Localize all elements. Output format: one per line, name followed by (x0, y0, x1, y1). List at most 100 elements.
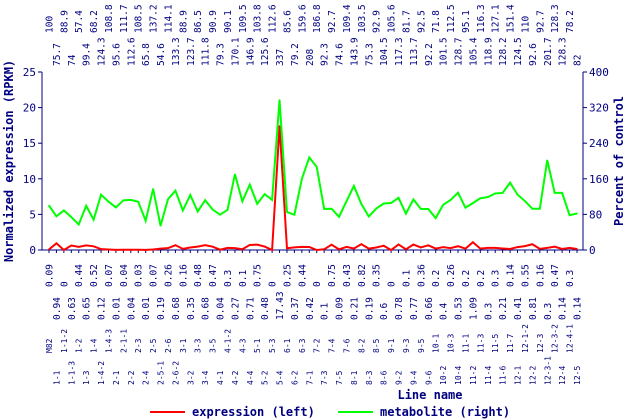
x-tick-label: 12-1-2 (521, 324, 530, 353)
metabolite-data-label: 137.2 (149, 4, 160, 33)
metabolite-point (122, 199, 125, 202)
y-axis-left-title: Normalized expression (RPKM) (2, 60, 16, 262)
metabolite-data-label: 111.7 (119, 4, 130, 33)
x-tick-label: 9-1 (387, 338, 396, 353)
x-tick-label: 3-2 (186, 370, 195, 385)
x-tick-label: 11-2 (469, 366, 478, 385)
metabolite-data-label: 123.7 (186, 37, 197, 66)
metabolite-data-label: 109.4 (342, 4, 353, 33)
expression-point (130, 248, 132, 251)
expression-data-label: 0.16 (535, 264, 546, 287)
x-tick-label: 12-3-2 (551, 324, 560, 353)
expression-data-label: 0.71 (245, 297, 256, 320)
expression-point (539, 248, 541, 250)
metabolite-point (167, 198, 169, 201)
x-tick-label: 5-3 (268, 338, 277, 353)
metabolite-point (226, 209, 229, 211)
x-tick-label: 11-7 (506, 334, 515, 353)
expression-data-label: 0.21 (349, 297, 360, 320)
expression-point (137, 248, 140, 251)
metabolite-point (63, 209, 65, 212)
metabolite-data-label: 92.7 (327, 10, 338, 33)
expression-point (107, 248, 110, 251)
metabolite-point (144, 219, 147, 222)
metabolite-point (390, 202, 392, 204)
expression-point (293, 246, 296, 249)
expression-point (196, 245, 199, 248)
x-tick-label: 1-4-3 (104, 329, 113, 353)
metabolite-data-label: 117.3 (394, 37, 405, 66)
expression-data-label: 0.1 (238, 270, 249, 287)
metabolite-data-label: 127.1 (491, 4, 502, 33)
metabolite-point (427, 208, 430, 210)
metabolite-data-label: 201.7 (543, 37, 554, 66)
x-tick-label: 6-1 (283, 338, 292, 353)
expression-data-label: 0.75 (253, 264, 264, 287)
metabolite-point (92, 218, 95, 221)
x-tick-label: 9-3 (402, 338, 411, 353)
x-tick-label: 10-3 (447, 334, 456, 353)
metabolite-point (85, 204, 87, 207)
metabolite-point (189, 194, 192, 196)
metabolite-data-label: 124.5 (513, 37, 524, 66)
metabolite-point (308, 156, 311, 159)
x-tick-label: 2-2 (127, 370, 136, 385)
expression-data-label: 0.19 (364, 297, 375, 320)
metabolite-data-label: 114.1 (163, 4, 174, 33)
expression-data-label: 0.3 (543, 303, 554, 320)
expression-data-label: 0.26 (163, 264, 174, 287)
expression-point (263, 245, 266, 248)
metabolite-data-label: 103.8 (253, 4, 264, 33)
x-tick-label: 2-5 (149, 338, 158, 353)
expression-data-label: 0 (268, 281, 279, 287)
x-tick-label: 10-2 (439, 366, 448, 385)
metabolite-point (464, 206, 467, 209)
expression-point (85, 244, 87, 247)
expression-data-label: 0 (312, 281, 323, 287)
expression-point (442, 246, 444, 248)
metabolite-data-label: 104.5 (379, 37, 390, 66)
metabolite-point (248, 183, 251, 186)
metabolite-data-label: 71.8 (431, 10, 442, 33)
metabolite-point (553, 192, 556, 194)
expression-data-label: 0.01 (111, 297, 122, 320)
expression-point (464, 247, 467, 250)
x-tick-label: 3-5 (209, 338, 218, 353)
x-tick-label: 10-4 (454, 366, 463, 385)
x-tick-label: 8-6 (380, 370, 389, 385)
expression-point (561, 248, 563, 250)
metabolite-point (271, 199, 273, 201)
metabolite-data-label: 65.8 (141, 43, 152, 66)
metabolite-data-label: 78.2 (565, 10, 576, 33)
expression-point (382, 244, 385, 247)
metabolite-point (405, 212, 407, 215)
metabolite-data-label: 128.3 (550, 4, 561, 33)
expression-data-label: 0.04 (216, 297, 227, 320)
metabolite-point (442, 204, 444, 206)
metabolite-data-label: 88.9 (178, 10, 189, 33)
expression-data-label: 1.09 (468, 297, 479, 320)
metabolite-data-label: 75.7 (52, 43, 63, 66)
metabolite-point (472, 202, 474, 204)
x-tick-label: 12-4 (558, 366, 567, 385)
metabolite-point (174, 189, 177, 192)
metabolite-point (204, 199, 206, 202)
metabolite-data-label: 112.5 (446, 4, 457, 33)
metabolite-point (457, 191, 459, 194)
expression-point (122, 248, 125, 251)
metabolite-point (420, 208, 422, 210)
expression-point (271, 249, 273, 251)
metabolite-point (486, 196, 489, 198)
x-tick-label: 1-4 (90, 338, 99, 353)
metabolite-data-label: 75.3 (364, 43, 375, 66)
expression-data-label: 0.68 (171, 297, 182, 320)
expression-data-label: 0.42 (305, 297, 316, 320)
expression-data-label: 0.07 (149, 264, 160, 287)
metabolite-data-label: 100 (45, 16, 56, 33)
expression-data-label: 17.43 (275, 291, 286, 320)
expression-data-label: 0.43 (342, 264, 353, 287)
x-tick-label: 9-4 (409, 370, 418, 385)
metabolite-point (382, 202, 385, 205)
metabolite-line (48, 99, 578, 227)
x-tick-label: 1-2 (75, 338, 84, 353)
